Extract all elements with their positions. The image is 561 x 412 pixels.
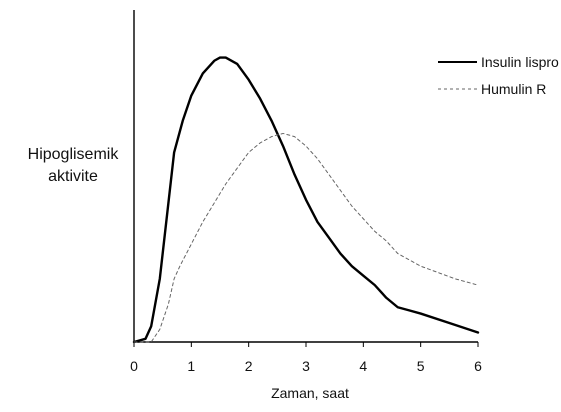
x-tick-label: 5 xyxy=(417,358,425,374)
x-ticks: 0 1 2 3 4 5 6 xyxy=(130,342,482,374)
series-line-insulin-lispro xyxy=(132,56,480,344)
x-tick-label: 0 xyxy=(130,358,138,374)
legend: Insulin lispro Humulin R xyxy=(438,54,559,97)
x-tick-label: 1 xyxy=(187,358,195,374)
y-axis-label-line-1: Hipoglisemik xyxy=(27,146,119,163)
x-tick-label: 4 xyxy=(359,358,367,374)
y-axis-label: Hipoglisemik aktivite xyxy=(8,144,138,188)
series-layer xyxy=(132,56,480,344)
x-tick-label: 2 xyxy=(245,358,253,374)
x-axis-label: Zaman, saat xyxy=(271,385,349,401)
series-line-humulin-r xyxy=(133,132,479,343)
legend-label-humulin-r: Humulin R xyxy=(481,81,546,97)
x-tick-label: 3 xyxy=(302,358,310,374)
legend-label-insulin-lispro: Insulin lispro xyxy=(481,54,559,70)
y-axis-label-line-2: aktivite xyxy=(48,168,98,185)
x-tick-label: 6 xyxy=(474,358,482,374)
